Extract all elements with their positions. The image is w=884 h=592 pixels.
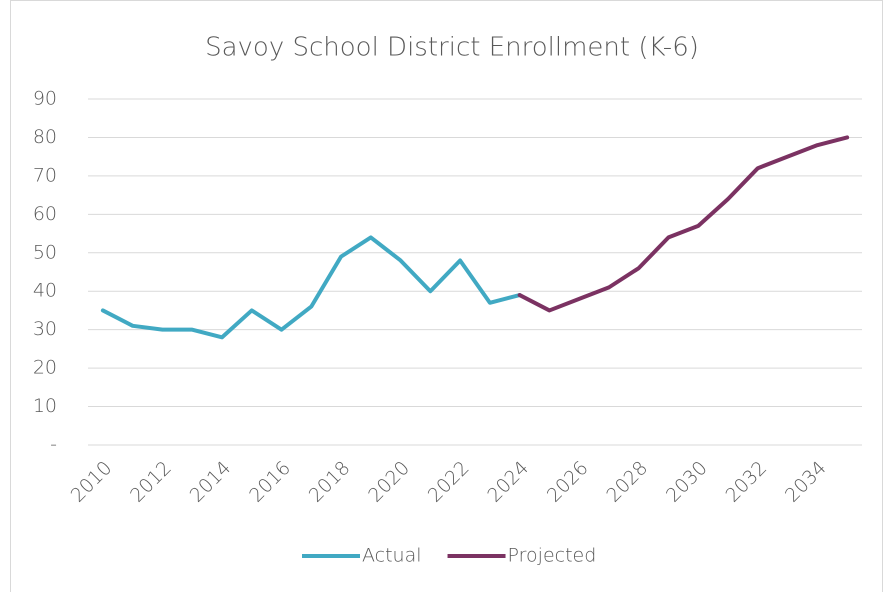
y-tick-label: 80 (33, 126, 57, 148)
series-line (517, 135, 850, 313)
y-tick-label: 90 (33, 88, 57, 110)
y-tick-label: 10 (33, 395, 57, 417)
y-tick-label: 20 (33, 357, 57, 379)
legend-label: Projected (508, 545, 597, 567)
y-tick-label: 70 (33, 164, 57, 186)
y-tick-label: 30 (33, 318, 57, 340)
y-tick-label: - (50, 434, 57, 456)
y-tick-label: 50 (33, 241, 57, 263)
y-tick-label: 40 (33, 280, 57, 302)
legend-label: Actual (362, 545, 422, 567)
chart-title: Savoy School District Enrollment (K-6) (205, 33, 699, 63)
y-tick-label: 60 (33, 203, 57, 225)
series-line (100, 235, 522, 340)
